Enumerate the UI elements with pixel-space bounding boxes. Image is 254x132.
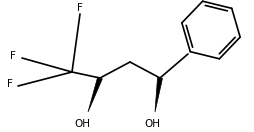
Polygon shape [155, 78, 163, 112]
Text: F: F [7, 79, 13, 89]
Polygon shape [88, 77, 102, 112]
Text: OH: OH [144, 119, 160, 129]
Text: OH: OH [74, 119, 90, 129]
Text: F: F [10, 51, 16, 61]
Text: F: F [77, 3, 83, 13]
